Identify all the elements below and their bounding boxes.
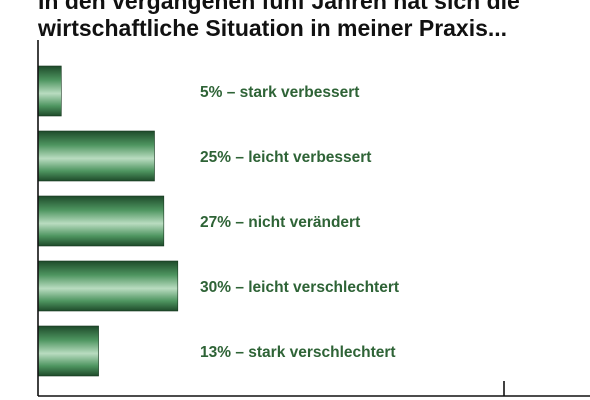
bar-label: 27% – nicht verändert: [200, 214, 360, 231]
bar-label: 13% – stark verschlechtert: [200, 344, 396, 361]
bar-leicht-verschlechtert: [37, 260, 179, 312]
chart-title-line-2: wirtschaftliche Situation in meiner Prax…: [38, 15, 508, 41]
chart-title: In den vergangenen fünf Jahren hat sich …: [38, 0, 578, 42]
chart-title-line-1: In den vergangenen fünf Jahren hat sich …: [38, 0, 520, 14]
bar-stark-verschlechtert: [37, 325, 99, 377]
bar-stark-verbessert: [37, 65, 62, 117]
bar-label: 5% – stark verbessert: [200, 84, 359, 101]
bar-label: 25% – leicht verbessert: [200, 149, 371, 166]
bar-leicht-verbessert: [37, 130, 155, 182]
bar-label: 30% – leicht verschlechtert: [200, 279, 399, 296]
bar-nicht-verändert: [37, 195, 165, 247]
